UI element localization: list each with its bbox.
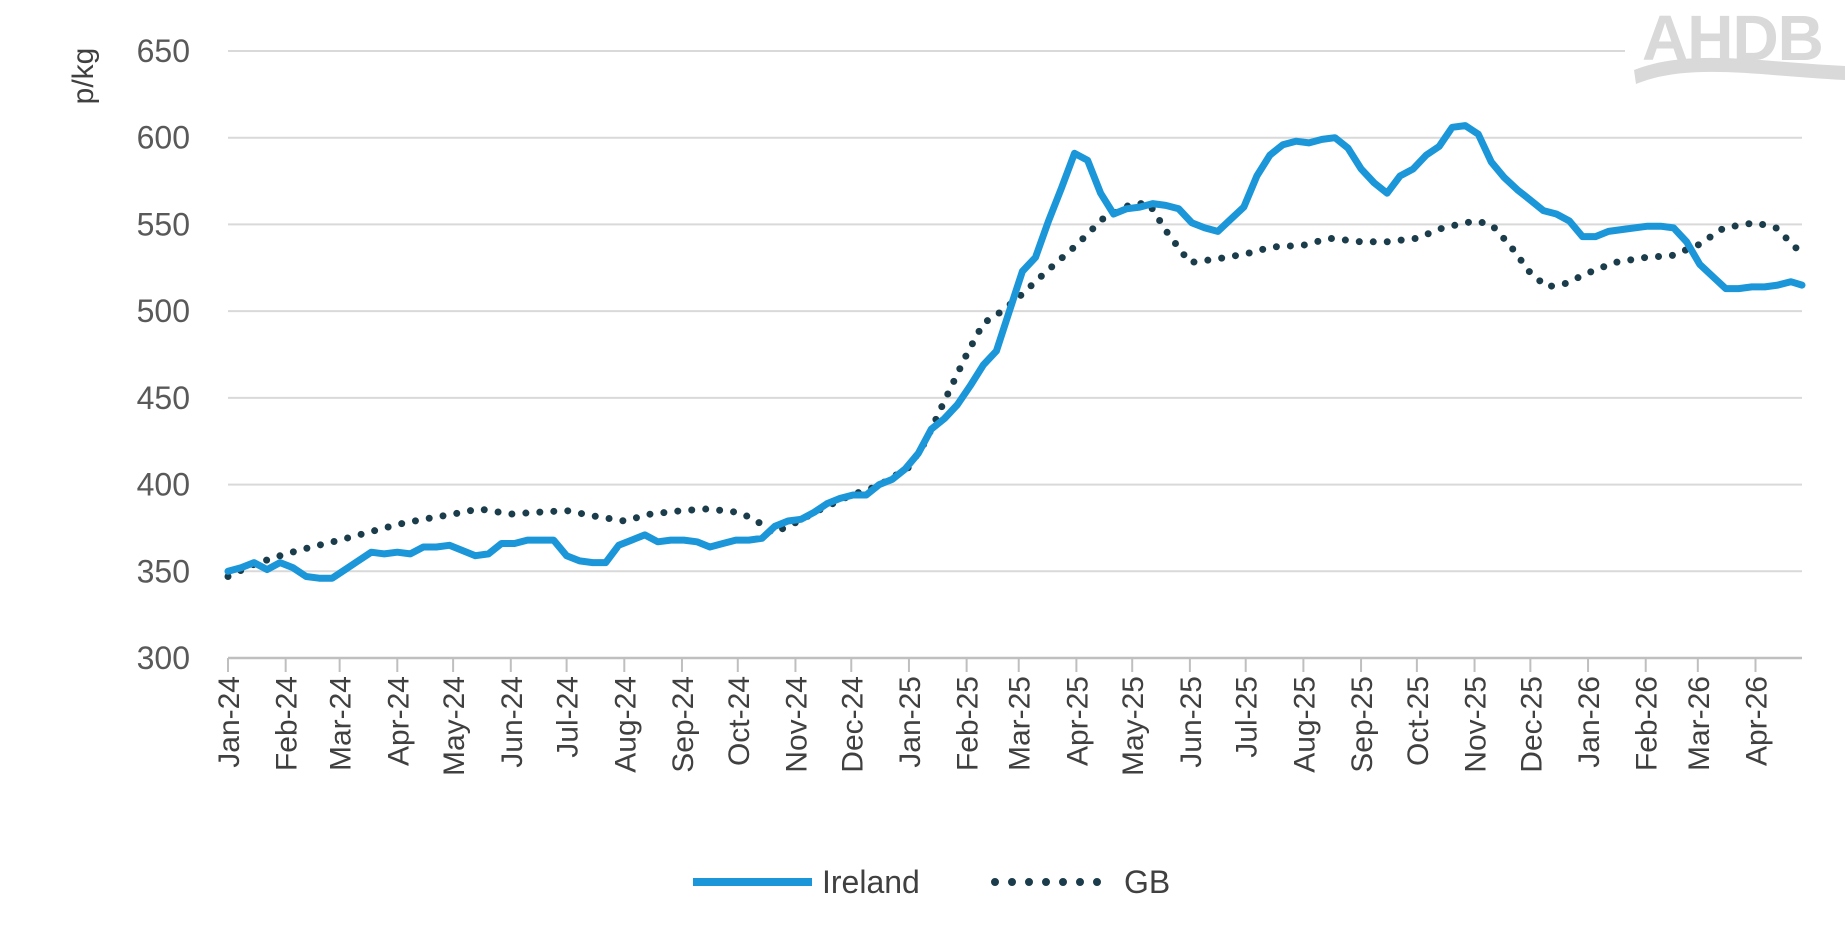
- ahdb-logo: AHDB: [1634, 2, 1845, 84]
- x-tick-label: Feb-25: [952, 676, 985, 771]
- y-tick-label: 600: [137, 120, 190, 156]
- x-tick-label: Dec-24: [836, 676, 869, 773]
- x-tick-label: Sep-24: [667, 676, 700, 773]
- x-tick-label: May-25: [1117, 676, 1150, 776]
- x-tick-label: Mar-26: [1683, 676, 1716, 771]
- x-tick-label: Oct-25: [1402, 676, 1435, 766]
- y-tick-label: 450: [137, 380, 190, 416]
- y-tick-label: 300: [137, 640, 190, 676]
- x-tick-label: Jul-25: [1231, 676, 1264, 758]
- x-tick-label: Nov-24: [780, 676, 813, 773]
- legend-label-gb: GB: [1124, 864, 1170, 900]
- x-tick-label: Mar-24: [325, 676, 358, 771]
- x-tick-label: Aug-24: [609, 676, 642, 773]
- x-tick-label: Mar-25: [1004, 676, 1037, 771]
- series-line-ireland: [224, 122, 1806, 582]
- y-axis-ticks: 300 350 400 450 500 550 600 650: [137, 33, 190, 676]
- x-tick-label: May-24: [438, 676, 471, 776]
- x-tick-label: Jun-25: [1175, 676, 1208, 768]
- y-tick-label: 350: [137, 553, 190, 589]
- series-lines: [224, 122, 1806, 582]
- x-tick-label: Jan-24: [213, 676, 246, 768]
- x-tick-label: Jan-25: [894, 676, 927, 768]
- x-tick-label: Dec-25: [1515, 676, 1548, 773]
- x-tick-label: Oct-24: [723, 676, 756, 766]
- x-tick-label: Jul-24: [552, 676, 585, 758]
- y-axis-label: p/kg: [67, 48, 100, 105]
- y-tick-label: 650: [137, 33, 190, 69]
- y-tick-label: 550: [137, 206, 190, 242]
- gridlines: [228, 50, 1802, 660]
- x-tick-label: Sep-25: [1346, 676, 1379, 773]
- y-tick-label: 400: [137, 467, 190, 503]
- x-tick-label: Apr-24: [382, 676, 415, 766]
- x-tick-label: Aug-25: [1288, 676, 1321, 773]
- x-tick-label: Jan-26: [1573, 676, 1606, 768]
- legend: Ireland GB: [693, 864, 1170, 900]
- legend-label-ireland: Ireland: [822, 864, 920, 900]
- y-tick-label: 500: [137, 293, 190, 329]
- x-axis: Jan-24 Feb-24 Mar-24 Apr-24 May-24 Jun-24 Jul-…: [213, 658, 1773, 776]
- x-tick-label: Nov-25: [1460, 676, 1493, 773]
- logo-swoosh: [1634, 57, 1845, 84]
- x-tick-label: Apr-25: [1061, 676, 1094, 766]
- series-line-gb: [224, 200, 1806, 580]
- x-tick-label: Feb-24: [271, 676, 304, 771]
- x-tick-label: Apr-26: [1740, 676, 1773, 766]
- x-tick-label: Jun-24: [496, 676, 529, 768]
- x-tick-label: Feb-26: [1631, 676, 1664, 771]
